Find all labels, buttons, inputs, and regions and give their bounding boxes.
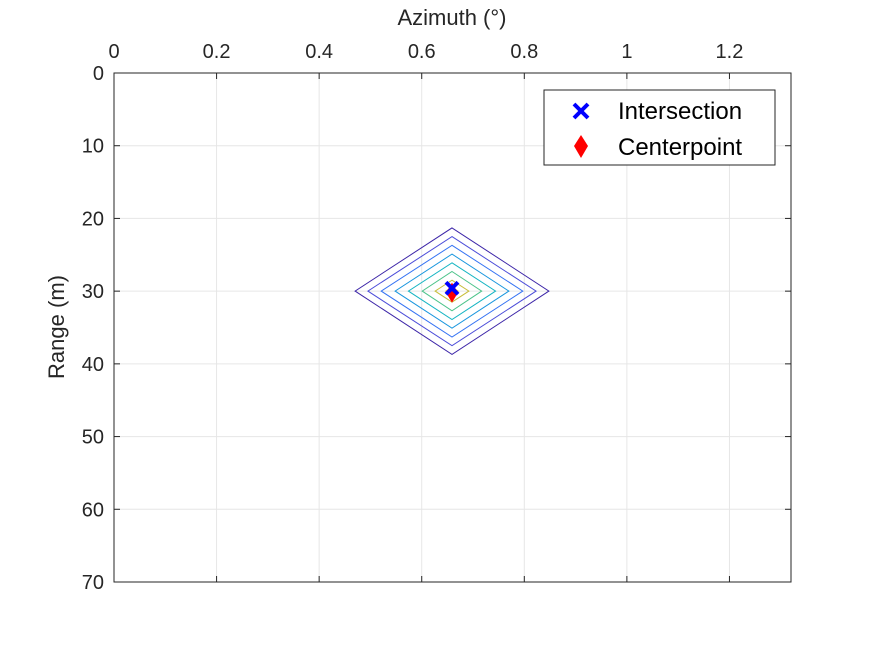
x-tick-label: 0: [108, 41, 119, 63]
legend-marker-intersection: [572, 102, 590, 120]
y-tick-label: 70: [82, 572, 104, 594]
x-tick-label: 0.6: [408, 41, 436, 63]
y-tick-label: 0: [93, 63, 104, 85]
data-markers: [444, 280, 460, 303]
y-tick-label: 30: [82, 281, 104, 303]
y-tick-label: 10: [82, 136, 104, 158]
legend-label-centerpoint: Centerpoint: [618, 134, 742, 161]
x-tick-label: 0.2: [203, 41, 231, 63]
x-tick-label: 1.2: [716, 41, 744, 63]
legend: Intersection Centerpoint: [543, 89, 776, 166]
y-axis-ticks: 0 10 20 30 40 50 60 70: [82, 63, 791, 594]
x-tick-label: 0.8: [510, 41, 538, 63]
contour-line: [394, 253, 510, 329]
y-axis-label: Range (m): [44, 275, 69, 379]
contour-line: [407, 262, 497, 321]
y-tick-label: 60: [82, 499, 104, 521]
y-tick-label: 50: [82, 427, 104, 449]
contour-line: [366, 236, 538, 347]
contour-line: [380, 244, 524, 338]
x-axis-label: Azimuth (°): [397, 5, 506, 30]
intersection-marker: [444, 280, 460, 296]
legend-label-intersection: Intersection: [618, 98, 742, 125]
plot-frame: [113, 72, 792, 583]
x-axis-ticks: 0 0.2 0.4 0.6 0.8 1 1.2: [108, 41, 743, 582]
x-tick-label: 1: [621, 41, 632, 63]
x-tick-label: 0.4: [305, 41, 333, 63]
legend-marker-centerpoint: [574, 135, 588, 158]
y-tick-label: 40: [82, 354, 104, 376]
contour-line: [354, 227, 550, 355]
y-tick-label: 20: [82, 208, 104, 230]
contour-line: [421, 270, 483, 312]
